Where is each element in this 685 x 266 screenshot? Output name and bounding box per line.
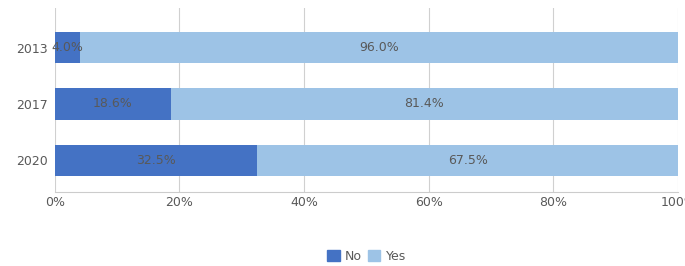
Text: 96.0%: 96.0%	[359, 41, 399, 54]
Text: 4.0%: 4.0%	[51, 41, 83, 54]
Bar	[55, 145, 258, 176]
Text: 67.5%: 67.5%	[448, 154, 488, 167]
Bar	[171, 89, 678, 119]
Bar	[55, 32, 79, 63]
Bar	[258, 145, 678, 176]
Text: 81.4%: 81.4%	[405, 97, 445, 110]
Bar	[79, 32, 678, 63]
Legend: No, Yes: No, Yes	[322, 245, 411, 266]
Text: 32.5%: 32.5%	[136, 154, 176, 167]
Bar	[55, 89, 171, 119]
Text: 18.6%: 18.6%	[93, 97, 133, 110]
